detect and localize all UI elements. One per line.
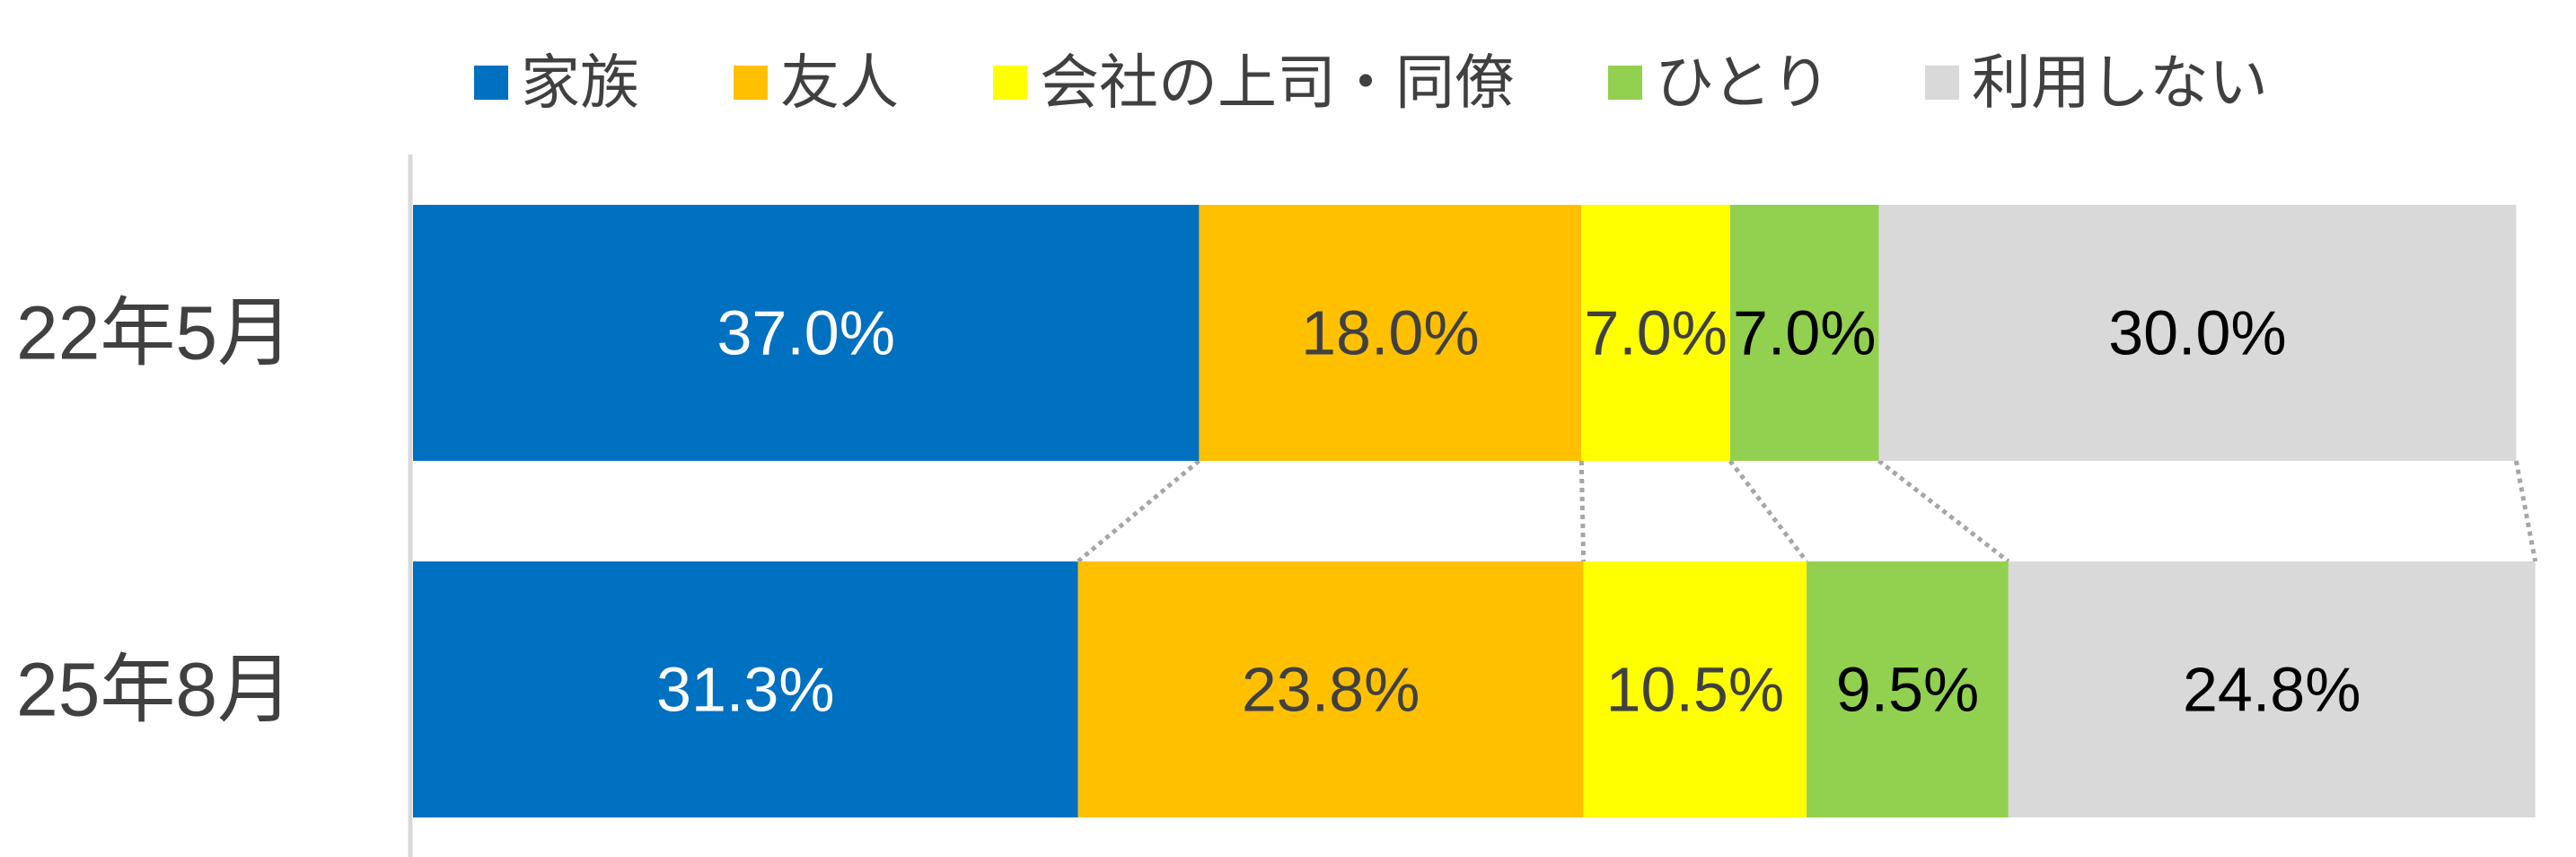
legend-label-3: ひとり [1655, 49, 1831, 118]
legend-label-0: 家族 [521, 49, 639, 118]
bar-1-2 [1583, 561, 1807, 817]
data-label-1-2: 10.5% [1606, 655, 1784, 725]
bar-0-0 [413, 205, 1200, 461]
bar-1-1 [1077, 561, 1584, 817]
data-label-0-4: 30.0% [2108, 298, 2286, 368]
legend: 家族 友人 会社の上司・同僚 ひとり 利用しない [474, 49, 2268, 118]
series-line-0-5 [2513, 460, 2538, 562]
data-label-0-2: 7.0% [1584, 298, 1728, 368]
series-line-0-3 [1728, 459, 1809, 563]
category-label-0: 22年5月 [16, 291, 293, 375]
bar-0-2 [1581, 205, 1730, 461]
series-line-0-4 [1877, 459, 2010, 563]
data-label-1-4: 24.8% [2183, 655, 2361, 725]
legend-swatch-3 [1608, 66, 1642, 100]
series-lines [1076, 459, 2538, 563]
legend-swatch-0 [474, 66, 508, 100]
category-label-1: 25年8月 [16, 648, 293, 732]
bar-1-4 [2008, 561, 2536, 817]
legend-swatch-1 [734, 66, 768, 100]
data-label-1-1: 23.8% [1242, 655, 1420, 725]
data-label-0-1: 18.0% [1301, 298, 1479, 368]
bar-0-3 [1729, 205, 1879, 461]
bar-1-3 [1807, 561, 2009, 817]
category-labels: 22年5月 25年8月 [16, 291, 293, 732]
data-label-0-0: 37.0% [717, 298, 894, 368]
series-line-0-2 [1578, 460, 1587, 562]
bars: 37.0% 18.0% 7.0% 7.0% 30.0% 31.3% 23.8% 10.5% 9.… [413, 205, 2536, 817]
legend-label-1: 友人 [780, 49, 899, 118]
bar-1-0 [413, 561, 1078, 817]
legend-label-4: 利用しない [1972, 49, 2268, 118]
bar-0-4 [1878, 205, 2517, 461]
data-label-1-0: 31.3% [656, 655, 834, 725]
legend-swatch-2 [993, 66, 1027, 100]
bar-0-1 [1199, 205, 1582, 461]
legend-swatch-4 [1925, 66, 1960, 100]
series-line-0-1 [1076, 459, 1201, 563]
data-label-1-3: 9.5% [1836, 655, 1980, 725]
legend-label-2: 会社の上司・同僚 [1040, 49, 1514, 118]
data-label-0-3: 7.0% [1733, 298, 1877, 368]
